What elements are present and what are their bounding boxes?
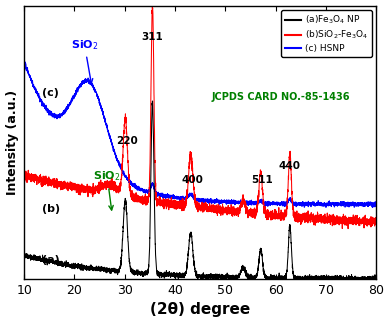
Text: 511: 511 (251, 174, 273, 184)
Text: JCPDS CARD NO.-85-1436: JCPDS CARD NO.-85-1436 (211, 92, 350, 102)
Text: 220: 220 (117, 136, 138, 146)
Legend: (a)Fe$_3$O$_4$ NP, (b)SiO$_2$-Fe$_3$O$_4$, (c) HSNP: (a)Fe$_3$O$_4$ NP, (b)SiO$_2$-Fe$_3$O$_4… (281, 10, 372, 57)
Text: 311: 311 (142, 32, 163, 42)
Text: SiO$_2$: SiO$_2$ (71, 38, 98, 83)
Y-axis label: Intensity (a.u.): Intensity (a.u.) (5, 90, 19, 195)
Text: (c): (c) (42, 88, 58, 98)
Text: (a): (a) (42, 255, 60, 266)
Text: 440: 440 (279, 161, 301, 171)
Text: SiO$_2$: SiO$_2$ (93, 170, 121, 210)
Text: 400: 400 (182, 174, 204, 184)
X-axis label: (2θ) degree: (2θ) degree (150, 302, 250, 318)
Text: (b): (b) (42, 204, 60, 214)
